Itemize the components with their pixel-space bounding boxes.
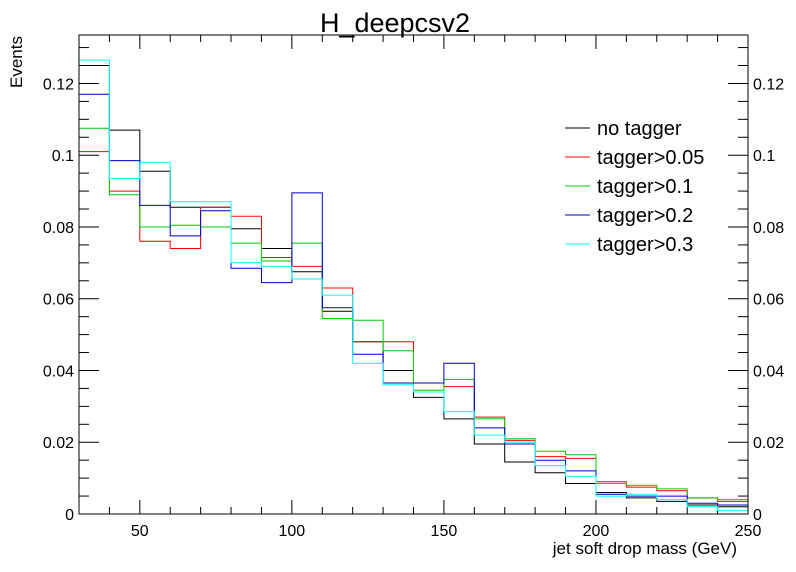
y-tick-label: 0.1 xyxy=(52,148,74,165)
y-tick-label-right: 0.02 xyxy=(753,435,784,452)
legend-label: tagger>0.3 xyxy=(597,234,693,256)
x-tick-label: 250 xyxy=(735,523,762,540)
y-tick-label-right: 0.12 xyxy=(753,76,784,93)
x-tick-label: 150 xyxy=(431,523,458,540)
legend-label: no tagger xyxy=(597,118,682,140)
legend-label: tagger>0.2 xyxy=(597,205,693,227)
y-axis-label: Events xyxy=(7,36,26,88)
x-axis-label: jet soft drop mass (GeV) xyxy=(552,539,737,558)
y-tick-label-right: 0.04 xyxy=(753,363,784,380)
y-tick-label: 0.06 xyxy=(43,292,74,309)
x-tick-label: 200 xyxy=(583,523,610,540)
chart-title: H_deepcsv2 xyxy=(320,8,470,38)
y-tick-label: 0.02 xyxy=(43,435,74,452)
histogram-line xyxy=(78,127,748,514)
y-tick-label: 0.04 xyxy=(43,363,74,380)
y-tick-label: 0.12 xyxy=(43,76,74,93)
x-tick-label: 100 xyxy=(279,523,306,540)
histogram-line xyxy=(78,59,748,514)
y-tick-label-right: 0.08 xyxy=(753,220,784,237)
legend-label: tagger>0.05 xyxy=(597,147,704,169)
y-tick-label: 0.08 xyxy=(43,220,74,237)
histogram-series xyxy=(78,59,748,514)
y-tick-label-right: 0 xyxy=(753,507,762,524)
legend: no tagger tagger>0.05 tagger>0.1 tagger>0.2… xyxy=(565,118,704,256)
y-tick-label-right: 0.06 xyxy=(753,292,784,309)
plot-frame xyxy=(78,34,749,515)
x-tick-label: 50 xyxy=(131,523,149,540)
y-tick-label: 0 xyxy=(65,507,74,524)
y-tick-label-right: 0.1 xyxy=(753,148,775,165)
legend-label: tagger>0.1 xyxy=(597,176,693,198)
